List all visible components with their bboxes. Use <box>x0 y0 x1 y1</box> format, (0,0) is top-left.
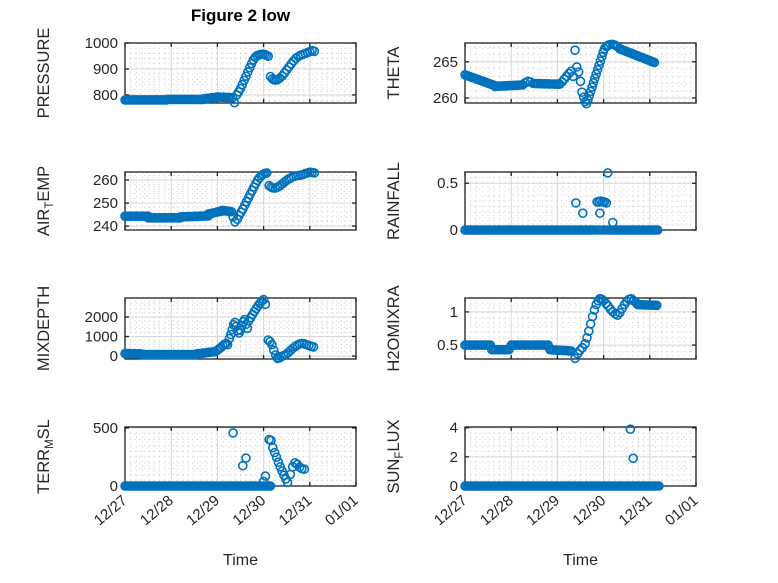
svg-text:12/29: 12/29 <box>183 492 223 529</box>
y-tick-labels-rainfall: 00.5 <box>437 175 458 239</box>
y-axis-label-rainfall: RAINFALL <box>385 162 403 240</box>
svg-text:800: 800 <box>93 87 118 104</box>
svg-text:1: 1 <box>450 304 458 321</box>
figure-title: Figure 2 low <box>190 6 291 25</box>
y-tick-labels-airtemp: 240 250 260 <box>93 172 118 235</box>
data-markers-sunflux <box>460 424 664 491</box>
svg-text:12/30: 12/30 <box>229 492 269 529</box>
major-grid-sunflux <box>464 427 697 487</box>
y-tick-labels-sunflux: 0 2 4 <box>450 420 458 495</box>
svg-text:01/01: 01/01 <box>662 492 702 529</box>
svg-text:0: 0 <box>110 478 118 495</box>
svg-text:12/28: 12/28 <box>137 492 177 529</box>
minor-grid-airtemp <box>125 172 356 230</box>
subplot-theta: 260 265 THETA <box>385 39 697 109</box>
svg-text:1000: 1000 <box>85 329 118 346</box>
svg-text:0: 0 <box>110 348 118 365</box>
y-axis-label-theta: THETA <box>385 47 403 100</box>
minor-grid-pressure <box>125 43 356 103</box>
axis-box-pressure <box>124 42 357 104</box>
minor-grid-theta <box>465 43 696 103</box>
subplot-airtemp: 240 250 260 AIRTEMP <box>35 166 357 236</box>
svg-text:260: 260 <box>433 90 458 107</box>
subplot-terrmsl: 0 500 12/27 12/28 12/29 12/30 12/31 01/01 TERRMS… <box>35 419 362 529</box>
x-tick-labels-sunflux: 12/27 12/28 12/29 12/30 12/31 01/01 <box>431 492 702 529</box>
svg-text:12/31: 12/31 <box>616 492 656 529</box>
svg-text:12/29: 12/29 <box>523 492 563 529</box>
subplot-mixdepth: 0 1000 2000 MIXDEPTH <box>35 286 357 371</box>
y-axis-label-mixdepth: MIXDEPTH <box>35 286 53 371</box>
data-markers-rainfall <box>460 168 663 235</box>
y-tick-labels-pressure: 800 900 1000 <box>85 35 118 104</box>
svg-text:1000: 1000 <box>85 35 118 52</box>
svg-text:12/30: 12/30 <box>569 492 609 529</box>
axis-box-airtemp <box>124 171 357 231</box>
svg-text:12/27: 12/27 <box>431 492 471 529</box>
y-axis-label-terrmsl: TERRMSL <box>35 419 56 494</box>
svg-text:0: 0 <box>450 222 458 239</box>
svg-text:2: 2 <box>450 449 458 466</box>
svg-text:250: 250 <box>93 195 118 212</box>
y-axis-label-pressure: PRESSURE <box>35 28 53 119</box>
svg-text:500: 500 <box>93 420 118 437</box>
svg-text:12/31: 12/31 <box>276 492 316 529</box>
svg-text:265: 265 <box>433 54 458 71</box>
svg-text:12/27: 12/27 <box>91 492 131 529</box>
data-markers-airtemp <box>120 167 320 227</box>
svg-text:4: 4 <box>450 420 458 437</box>
x-axis-label-right: Time <box>563 552 598 569</box>
data-markers-pressure <box>120 45 320 108</box>
x-tick-labels-terrmsl: 12/27 12/28 12/29 12/30 12/31 01/01 <box>91 492 362 529</box>
subplot-pressure: 800 900 1000 PRESSURE <box>35 28 357 118</box>
minor-grid-rainfall <box>465 172 696 230</box>
data-markers-mixdepth <box>120 294 319 364</box>
data-markers-h2omixra <box>460 293 662 364</box>
svg-text:2000: 2000 <box>85 309 118 326</box>
minor-grid-terrmsl <box>125 427 356 486</box>
y-axis-label-h2omixra: H2OMIXRA <box>385 285 403 371</box>
y-tick-labels-terrmsl: 0 500 <box>93 420 118 495</box>
svg-text:900: 900 <box>93 61 118 78</box>
subplot-sunflux: 0 2 4 12/27 12/28 12/29 12/30 12/31 01/01 SUNFLUX <box>385 420 702 530</box>
svg-text:240: 240 <box>93 218 118 235</box>
svg-text:0.5: 0.5 <box>437 337 458 354</box>
svg-text:0.5: 0.5 <box>437 175 458 192</box>
y-tick-labels-h2omixra: 0.51 <box>437 304 458 354</box>
data-markers-theta <box>460 39 660 109</box>
y-axis-label-sunflux: SUNFLUX <box>385 420 406 494</box>
data-markers-terrmsl <box>120 428 310 491</box>
svg-text:12/28: 12/28 <box>477 492 517 529</box>
y-axis-label-airtemp: AIRTEMP <box>35 166 56 236</box>
x-axis-label-left: Time <box>223 552 258 569</box>
y-tick-labels-mixdepth: 0 1000 2000 <box>85 309 118 365</box>
svg-text:01/01: 01/01 <box>322 492 362 529</box>
y-tick-labels-theta: 260 265 <box>433 54 458 107</box>
svg-text:0: 0 <box>450 478 458 495</box>
svg-text:260: 260 <box>93 172 118 189</box>
